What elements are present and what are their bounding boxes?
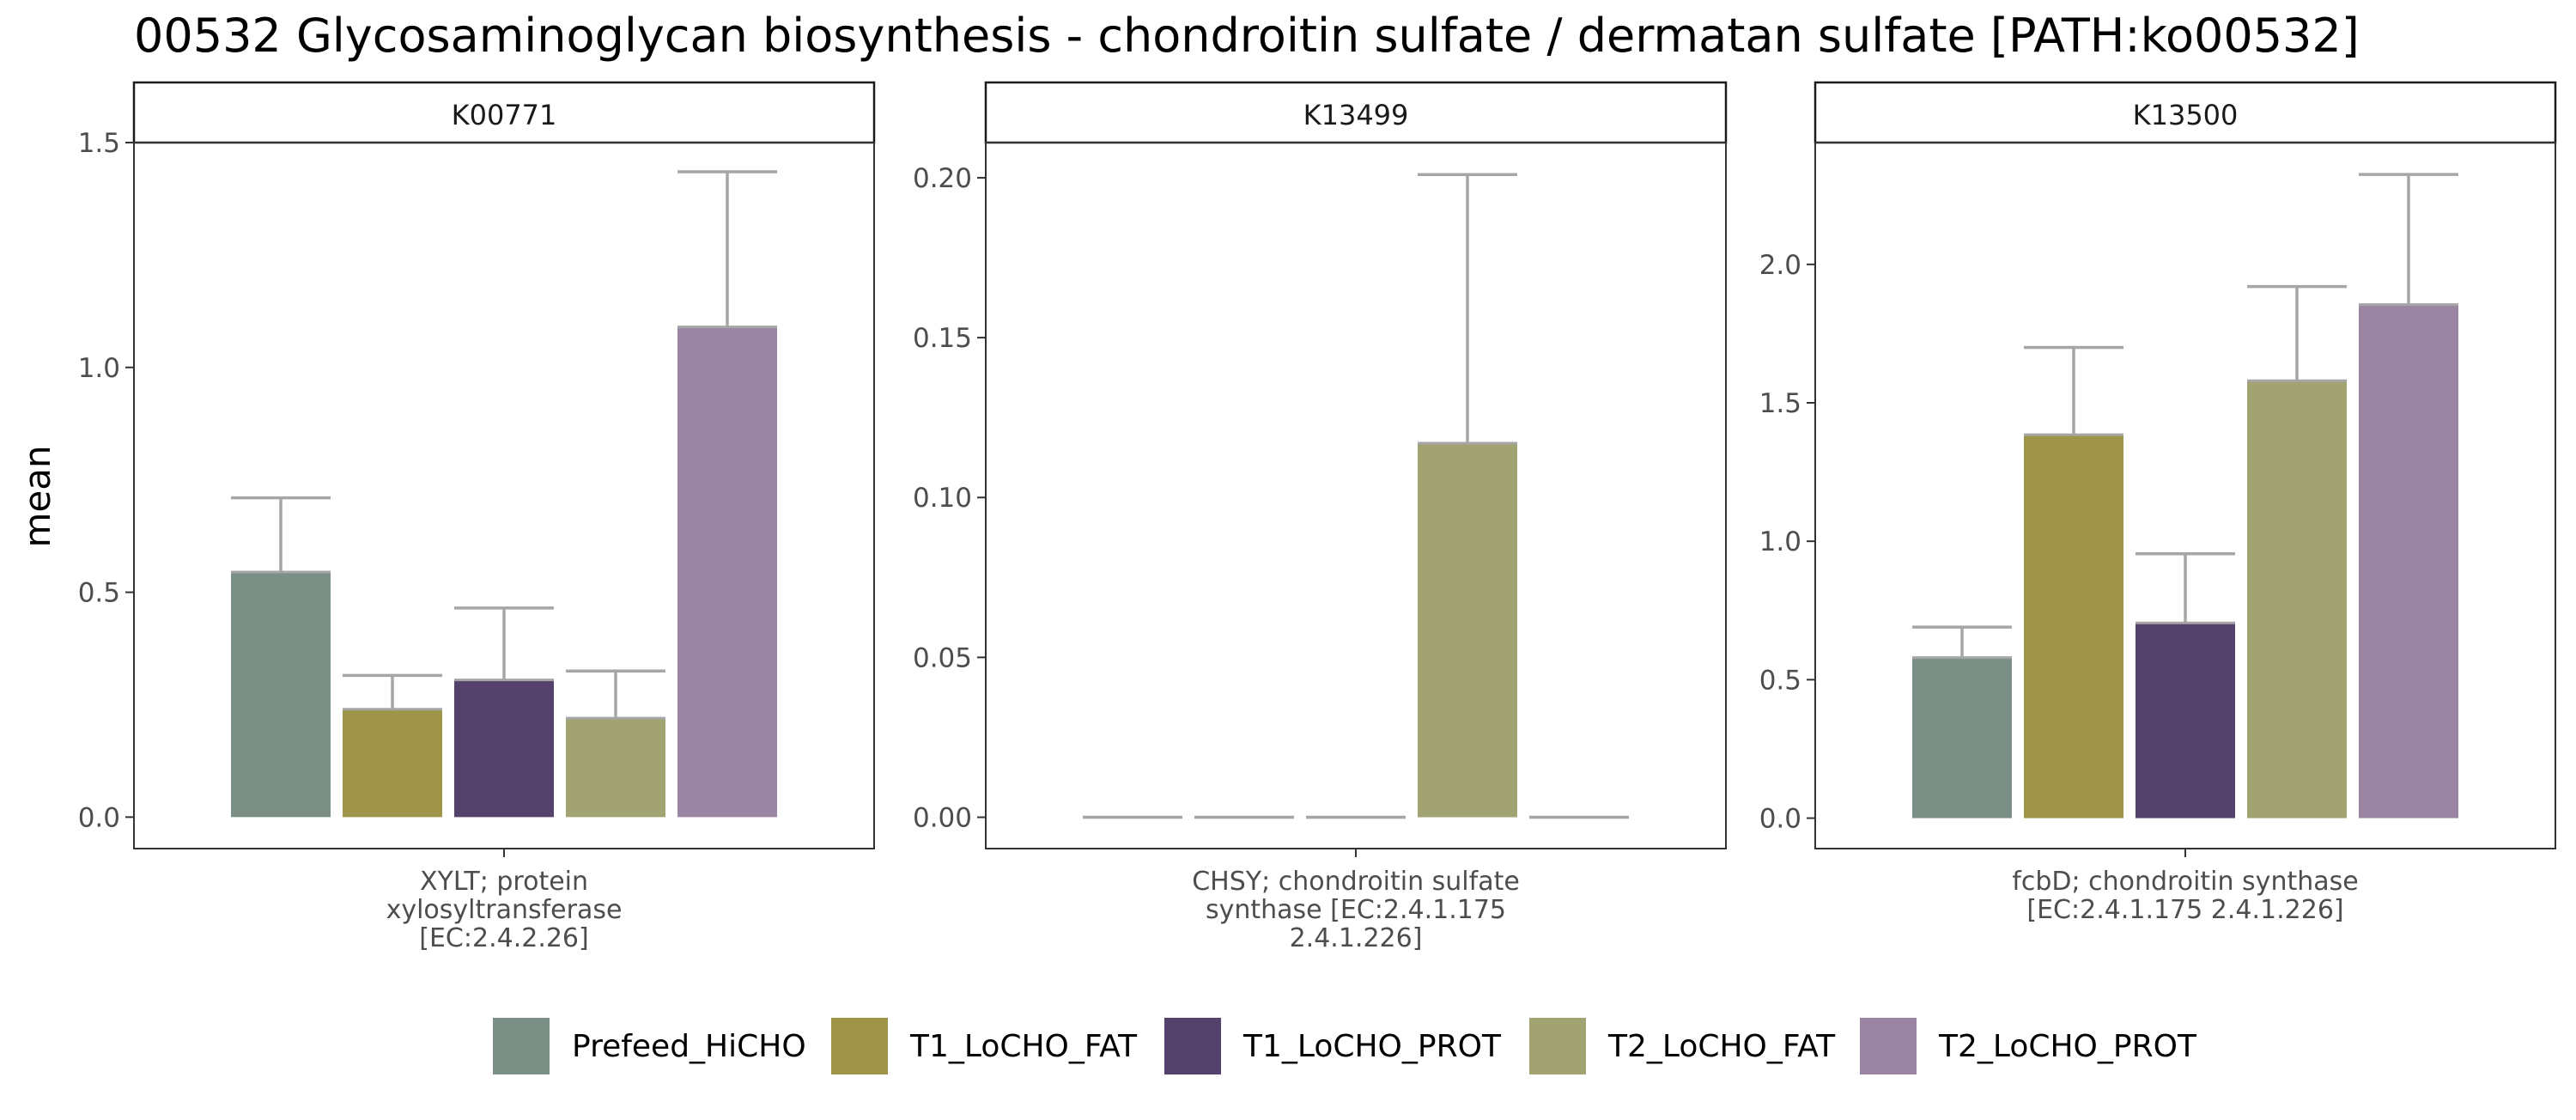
y-tick-label: 0.5 <box>78 578 120 609</box>
facet-strip <box>984 81 1728 144</box>
legend-swatch <box>1860 1018 1917 1074</box>
bar <box>2359 304 2458 819</box>
y-tick-label: 1.5 <box>78 128 120 159</box>
legend-label: Prefeed_HiCHO <box>572 1029 806 1064</box>
y-tick-label: 0.10 <box>913 483 972 514</box>
legend-swatch <box>1529 1018 1586 1074</box>
y-tick-label: 1.0 <box>1759 527 1801 557</box>
x-tick-label: [EC:2.4.1.175 2.4.1.226] <box>2026 895 2343 925</box>
x-tick-label: CHSY; chondroitin sulfate <box>1192 867 1520 897</box>
facet-strip-label: K13499 <box>1303 99 1409 131</box>
x-tick-label: xylosyltransferase <box>386 895 623 925</box>
y-tick-label: 0.15 <box>913 323 972 354</box>
legend-item: T2_LoCHO_PROT <box>1860 1018 2197 1074</box>
facet-strip <box>1814 81 2557 144</box>
y-tick-label: 2.0 <box>1759 250 1801 281</box>
legend: Prefeed_HiCHO T1_LoCHO_FAT T1_LoCHO_PROT T2… <box>493 1018 2197 1074</box>
bar <box>677 326 777 818</box>
chart-title: 00532 Glycosaminoglycan biosynthesis - c… <box>134 9 2360 63</box>
panel-border <box>985 142 1727 849</box>
x-tick-label: fcbD; chondroitin synthase <box>2012 867 2358 897</box>
y-tick-label: 0.0 <box>1759 804 1801 835</box>
legend-swatch <box>493 1018 550 1074</box>
bar <box>1418 442 1517 818</box>
x-tick-label: [EC:2.4.2.26] <box>419 923 588 953</box>
bar <box>343 709 442 818</box>
legend-item: T1_LoCHO_FAT <box>831 1018 1138 1074</box>
facet-strip-label: K00771 <box>452 99 557 131</box>
facet-strip-label: K13500 <box>2133 99 2239 131</box>
bar <box>1912 657 2012 819</box>
legend-label: T1_LoCHO_PROT <box>1242 1029 1502 1064</box>
facet-panel-k13500: K13500 0.0 0.5 1.0 1.5 2.0 fcbD; chondroitin s… <box>1759 81 2557 925</box>
y-axis-label: mean <box>16 445 58 547</box>
bar <box>2136 623 2235 819</box>
y-tick-label: 0.20 <box>913 163 972 194</box>
legend-label: T1_LoCHO_FAT <box>909 1029 1138 1064</box>
bar <box>231 572 331 818</box>
legend-item: T1_LoCHO_PROT <box>1164 1018 1502 1074</box>
legend-swatch <box>831 1018 888 1074</box>
y-tick-label: 0.5 <box>1759 665 1801 696</box>
x-tick-label: XYLT; protein <box>420 867 588 897</box>
bar <box>454 679 554 818</box>
y-tick-label: 1.5 <box>1759 388 1801 419</box>
facet-panel-k00771: K00771 0.0 0.5 1.0 1.5 XYLT; proteinxylosyltr… <box>78 81 876 953</box>
y-tick-label: 0.0 <box>78 802 120 833</box>
legend-swatch <box>1164 1018 1221 1074</box>
y-tick-label: 0.00 <box>913 803 972 834</box>
facet-panels: K00771 0.0 0.5 1.0 1.5 XYLT; proteinxylosyltr… <box>78 81 2557 953</box>
bar <box>2247 380 2347 819</box>
legend-label: T2_LoCHO_FAT <box>1607 1029 1836 1064</box>
y-tick-label: 1.0 <box>78 353 120 384</box>
legend-item: Prefeed_HiCHO <box>493 1018 806 1074</box>
bar <box>566 718 665 818</box>
legend-item: T2_LoCHO_FAT <box>1529 1018 1836 1074</box>
x-tick-label: 2.4.1.226] <box>1290 923 1423 953</box>
facet-panel-k13499: K13499 0.00 0.05 0.10 0.15 0.20 CHSY; chondroi… <box>913 81 1728 953</box>
facet-strip <box>132 81 876 144</box>
y-tick-label: 0.05 <box>913 642 972 673</box>
legend-label: T2_LoCHO_PROT <box>1938 1029 2197 1064</box>
bar <box>2024 435 2123 819</box>
x-tick-label: synthase [EC:2.4.1.175 <box>1206 895 1506 925</box>
